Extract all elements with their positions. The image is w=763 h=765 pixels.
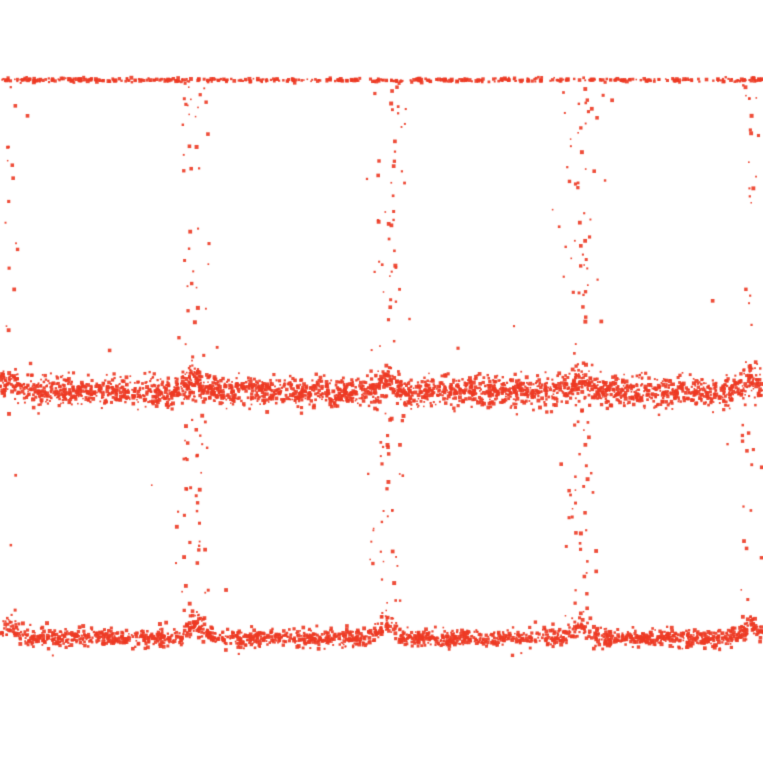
eye-diagram-scatter (0, 0, 763, 765)
